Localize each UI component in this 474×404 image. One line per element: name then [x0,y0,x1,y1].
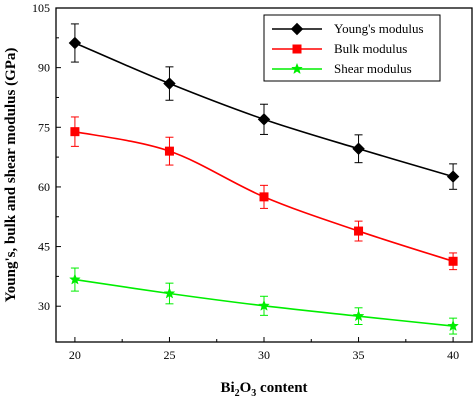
legend-label-youngs: Young's modulus [334,21,424,36]
x-tick-label-2: 30 [258,348,270,362]
x-tick-label-1: 25 [163,348,175,362]
data-point-1-3 [354,226,364,236]
series-0 [68,23,460,190]
data-point-0-1 [163,77,176,90]
data-point-2-1 [163,287,176,299]
data-point-2-2 [258,299,270,311]
data-point-0-4 [446,170,460,183]
data-point-2-0 [68,273,81,285]
data-point-1-4 [448,256,458,266]
legend-marker-shear [291,62,303,75]
data-point-2-3 [352,309,365,322]
y-tick-label-5: 105 [32,1,50,15]
x-axis-label: Bi2O3 content [220,380,307,399]
data-point-0-0 [68,36,82,50]
data-point-0-3 [352,142,365,155]
data-point-1-0 [70,127,80,137]
data-point-1-2 [259,192,269,202]
x-tick-label-0: 20 [69,348,81,362]
y-axis-ticks: 30 45 60 75 90 105 [32,1,61,313]
series-2 [68,267,460,335]
data-point-0-2 [257,113,271,126]
legend-marker-youngs [290,22,304,36]
legend: Young's modulus Bulk modulus Shear modul… [263,14,441,82]
y-tick-label-1: 45 [38,240,50,254]
legend-marker-shape-2 [291,62,303,75]
series-1 [70,116,458,271]
legend-label-shear: Shear modulus [334,61,412,76]
y-axis-label: Young's, bulk and shear modulus (GPa) [3,48,19,303]
x-tick-label-3: 35 [353,348,365,362]
legend-marker-shape-1 [292,44,302,54]
y-tick-label-3: 75 [38,120,50,134]
legend-marker-shape-0 [290,22,304,36]
legend-marker-bulk [292,44,302,54]
series-layer [68,23,460,335]
x-tick-label-4: 40 [447,348,459,362]
y-tick-label-4: 90 [38,61,50,75]
data-point-1-1 [164,146,174,156]
data-point-2-4 [447,319,460,332]
y-tick-label-0: 30 [38,299,50,313]
legend-label-bulk: Bulk modulus [334,41,407,56]
y-tick-label-2: 60 [38,180,50,194]
x-axis-ticks: 20 25 30 35 40 [69,337,459,362]
